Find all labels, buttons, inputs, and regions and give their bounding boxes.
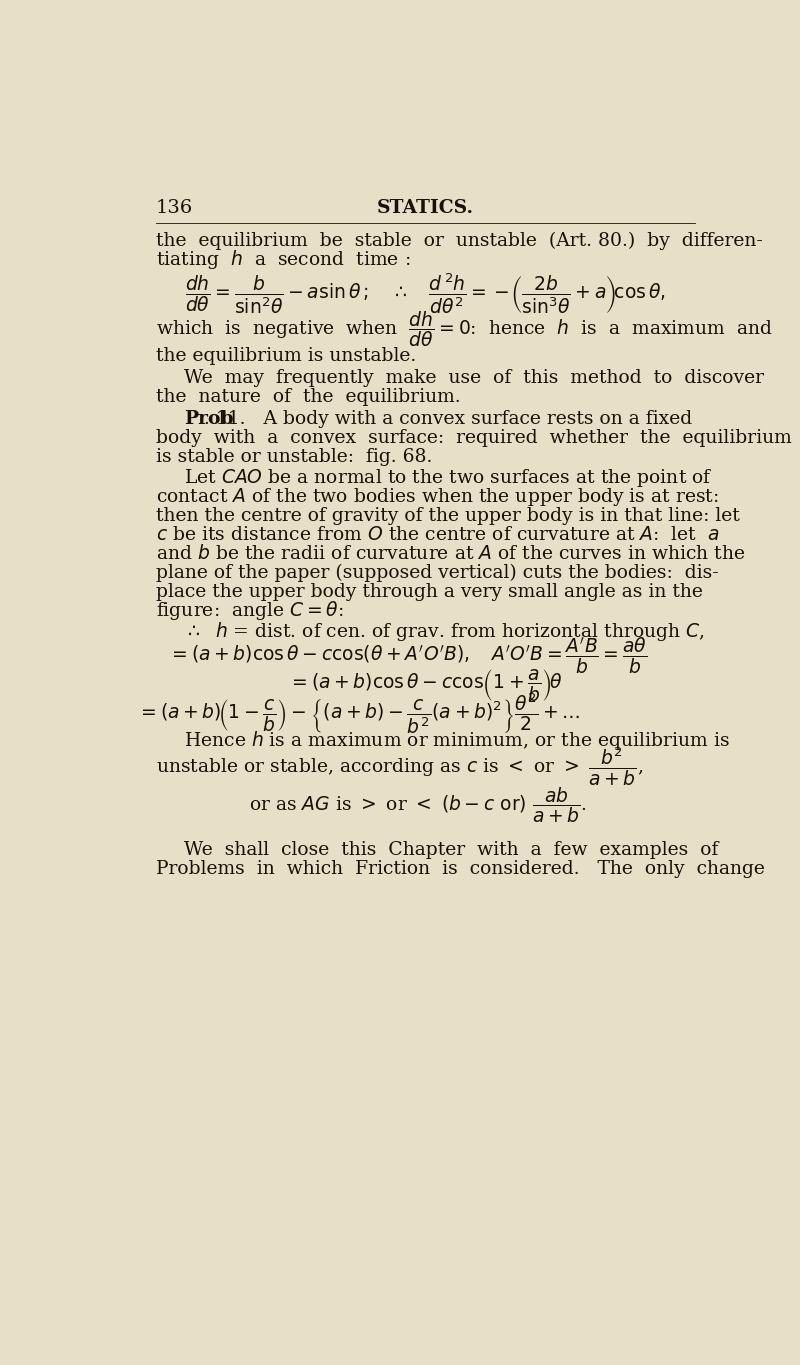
Text: the  nature  of  the  equilibrium.: the nature of the equilibrium. <box>156 389 461 407</box>
Text: the equilibrium is unstable.: the equilibrium is unstable. <box>156 348 416 366</box>
Text: unstable or stable, according as $c$ is $<$ or $>\ \dfrac{b^2}{a+b}$,: unstable or stable, according as $c$ is … <box>156 745 643 788</box>
Text: We  shall  close  this  Chapter  with  a  few  examples  of: We shall close this Chapter with a few e… <box>184 841 718 860</box>
Text: or as $AG$ is $>$ or $<$ $(b - c\ \mathrm{or})\ \dfrac{ab}{a + b}$.: or as $AG$ is $>$ or $<$ $(b - c\ \mathr… <box>249 785 587 824</box>
Text: body  with  a  convex  surface:  required  whether  the  equilibrium: body with a convex surface: required whe… <box>156 430 791 448</box>
Text: $= (a+b)\!\left(1 - \dfrac{c}{b}\right)- \left\{(a+b) - \dfrac{c}{b^2}(a+b)^2\ri: $= (a+b)\!\left(1 - \dfrac{c}{b}\right)-… <box>138 691 581 736</box>
Text: . 11.   A body with a convex surface rests on a fixed: . 11. A body with a convex surface rests… <box>204 411 692 429</box>
Text: is stable or unstable:  fig. 68.: is stable or unstable: fig. 68. <box>156 448 432 467</box>
Text: place the upper body through a very small angle as in the: place the upper body through a very smal… <box>156 583 702 601</box>
Text: 136: 136 <box>156 199 193 217</box>
Text: $c$ be its distance from $O$ the centre of curvature at $A$:  let  $a$: $c$ be its distance from $O$ the centre … <box>156 526 719 545</box>
Text: the  equilibrium  be  stable  or  unstable  (Art. 80.)  by  differen-: the equilibrium be stable or unstable (A… <box>156 232 762 250</box>
Text: $= (a + b)\cos\theta - c\cos\!\left(1 + \dfrac{a}{b}\right)\!\theta$: $= (a + b)\cos\theta - c\cos\!\left(1 + … <box>289 667 562 703</box>
Text: Hence $h$ is a maximum or minimum, or the equilibrium is: Hence $h$ is a maximum or minimum, or th… <box>184 729 730 752</box>
Text: then the centre of gravity of the upper body is in that line: let: then the centre of gravity of the upper … <box>156 508 739 526</box>
Text: and $b$ be the radii of curvature at $A$ of the curves in which the: and $b$ be the radii of curvature at $A$… <box>156 545 746 562</box>
Text: contact $A$ of the two bodies when the upper body is at rest:: contact $A$ of the two bodies when the u… <box>156 486 718 508</box>
Text: figure:  angle $C = \theta$:: figure: angle $C = \theta$: <box>156 599 343 621</box>
Text: STATICS.: STATICS. <box>377 199 474 217</box>
Text: tiating  $h$  a  second  time :: tiating $h$ a second time : <box>156 247 410 270</box>
Text: Let $\mathit{CAO}$ be a normal to the two surfaces at the point of: Let $\mathit{CAO}$ be a normal to the tw… <box>184 467 713 489</box>
Text: We  may  frequently  make  use  of  this  method  to  discover: We may frequently make use of this metho… <box>184 370 764 388</box>
Text: $= (a + b)\cos\theta - c\cos(\theta + A'O'B),\quad A'O'B = \dfrac{A'B}{b} = \dfr: $= (a + b)\cos\theta - c\cos(\theta + A'… <box>168 635 647 676</box>
Text: $\dfrac{dh}{d\theta} = \dfrac{b}{\sin^2\!\theta} - a\sin\theta\,;$$\quad\therefo: $\dfrac{dh}{d\theta} = \dfrac{b}{\sin^2\… <box>185 270 666 315</box>
Text: $\therefore$  $h$ = dist. of cen. of grav. from horizontal through $C$,: $\therefore$ $h$ = dist. of cen. of grav… <box>184 620 705 643</box>
Text: plane of the paper (supposed vertical) cuts the bodies:  dis-: plane of the paper (supposed vertical) c… <box>156 564 718 581</box>
Text: which  is  negative  when  $\dfrac{dh}{d\theta} = 0$:  hence  $h$  is  a  maximu: which is negative when $\dfrac{dh}{d\the… <box>156 308 773 349</box>
Text: Prob: Prob <box>184 411 234 429</box>
Text: Problems  in  which  Friction  is  considered.   The  only  change: Problems in which Friction is considered… <box>156 860 765 878</box>
